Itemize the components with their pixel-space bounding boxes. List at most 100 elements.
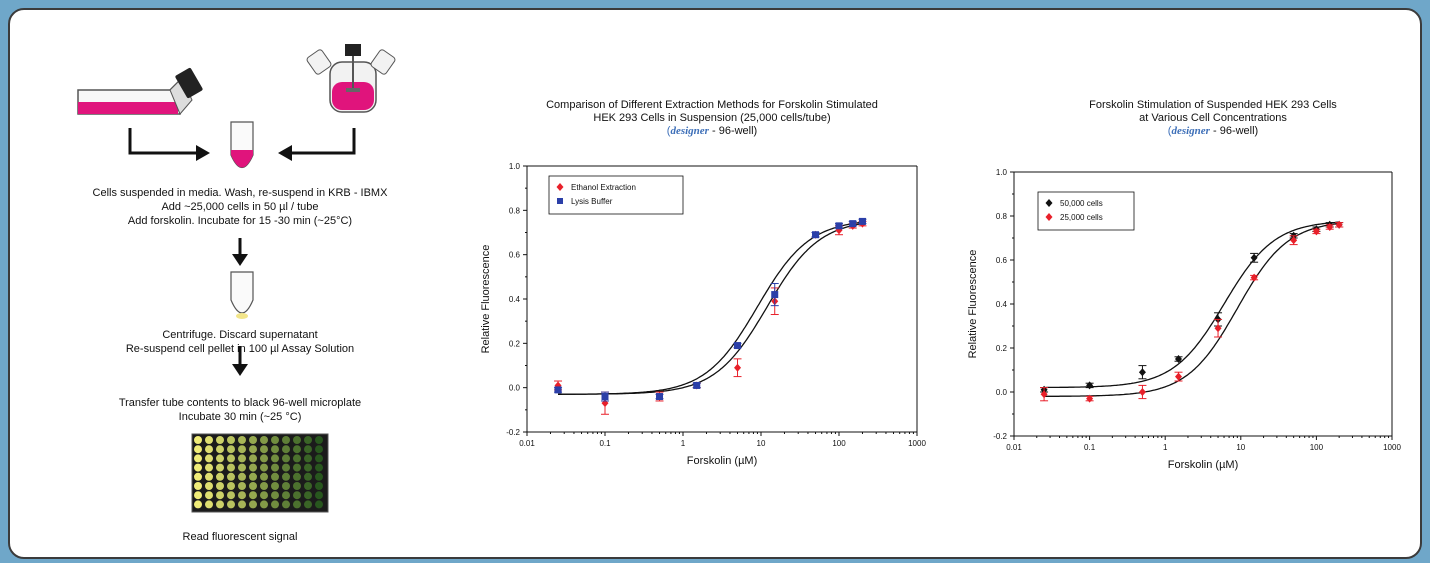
data-point bbox=[1335, 220, 1343, 229]
data-point bbox=[771, 291, 779, 299]
spinner-flask-icon bbox=[306, 44, 396, 113]
microplate-well bbox=[271, 463, 279, 472]
microplate-well bbox=[249, 482, 257, 490]
legend-label: 50,000 cells bbox=[1060, 199, 1103, 208]
protocol-graphics bbox=[77, 44, 396, 513]
microplate-well bbox=[227, 472, 235, 481]
microplate-well bbox=[293, 463, 301, 472]
x-axis-label: Forskolin (µM) bbox=[1168, 459, 1239, 471]
microplate-well bbox=[238, 436, 246, 444]
microplate-well bbox=[282, 454, 290, 463]
microplate-well bbox=[282, 436, 290, 444]
chart-title: Forskolin Stimulation of Suspended HEK 2… bbox=[1089, 99, 1337, 111]
data-point bbox=[1326, 223, 1334, 231]
microplate-well bbox=[315, 436, 323, 444]
microplate-well bbox=[315, 445, 323, 454]
x-tick-label: 1000 bbox=[908, 439, 926, 448]
microplate-well bbox=[216, 491, 224, 500]
y-tick-label: 0.6 bbox=[996, 256, 1008, 265]
microplate-well bbox=[271, 500, 279, 509]
microplate-well bbox=[249, 472, 257, 481]
fit-curve bbox=[1044, 222, 1340, 397]
protocol-line: Transfer tube contents to black 96-well … bbox=[118, 397, 362, 409]
pellet-tube-icon bbox=[230, 271, 254, 319]
y-tick-label: -0.2 bbox=[993, 432, 1007, 441]
microplate-well bbox=[227, 436, 235, 444]
microplate-well bbox=[205, 463, 213, 472]
legend-box bbox=[1037, 191, 1135, 231]
x-tick-label: 100 bbox=[832, 439, 846, 448]
legend: Ethanol Extraction Lysis Buffer bbox=[548, 175, 684, 215]
microplate-well bbox=[315, 472, 323, 481]
microplate-well bbox=[260, 436, 268, 444]
chart-subtitle: (designer - 96-well) bbox=[1168, 125, 1258, 137]
microplate-well bbox=[282, 482, 290, 490]
chart-title: at Various Cell Concentrations bbox=[1139, 112, 1287, 124]
microplate-well bbox=[249, 436, 257, 444]
microplate-well bbox=[271, 436, 279, 444]
x-tick-label: 100 bbox=[1310, 443, 1324, 452]
protocol-line: Add forskolin. Incubate for 15 -30 min (… bbox=[127, 215, 353, 227]
microplate-well bbox=[249, 491, 257, 500]
microplate-well bbox=[304, 472, 312, 481]
legend-label: Ethanol Extraction bbox=[571, 183, 636, 192]
microplate-well bbox=[205, 445, 213, 454]
y-tick-label: -0.2 bbox=[506, 428, 520, 437]
x-tick-label: 0.1 bbox=[1084, 443, 1096, 452]
chart-extraction-methods: Comparison of Different Extraction Metho… bbox=[480, 99, 926, 467]
data-point bbox=[1250, 253, 1258, 262]
y-axis-label: Relative Fluorescence bbox=[480, 245, 492, 354]
data-point bbox=[849, 220, 857, 228]
chart-title: HEK 293 Cells in Suspension (25,000 cell… bbox=[593, 112, 830, 124]
microplate-well bbox=[282, 463, 290, 472]
subtitle-designer: designer bbox=[1171, 125, 1210, 137]
data-point bbox=[812, 231, 820, 239]
protocol-line: Centrifuge. Discard supernatant bbox=[162, 329, 318, 341]
legend-marker bbox=[556, 183, 564, 191]
legend: 50,000 cells 25,000 cells bbox=[1037, 191, 1135, 231]
y-tick-label: 0.0 bbox=[996, 388, 1008, 397]
x-axis-label: Forskolin (µM) bbox=[687, 455, 758, 467]
microplate-well bbox=[194, 454, 202, 463]
fit-curve bbox=[1044, 221, 1340, 389]
x-tick-label: 1 bbox=[681, 439, 686, 448]
fit-curve bbox=[558, 221, 863, 395]
microplate-well bbox=[194, 436, 202, 444]
microplate-well bbox=[271, 482, 279, 490]
microplate-icon bbox=[191, 433, 329, 513]
subtitle-paren: ( bbox=[1168, 125, 1172, 137]
microplate-well bbox=[227, 463, 235, 472]
subtitle-rest: - 96-well) bbox=[709, 125, 757, 137]
tube-icon bbox=[230, 121, 254, 169]
data-point bbox=[1040, 390, 1048, 399]
subtitle-rest: - 96-well) bbox=[1210, 125, 1258, 137]
y-tick-label: 1.0 bbox=[509, 162, 521, 171]
microplate-well bbox=[194, 445, 202, 454]
microplate-well bbox=[293, 436, 301, 444]
microplate-well bbox=[238, 482, 246, 490]
data-point bbox=[1175, 355, 1183, 363]
data-point bbox=[1312, 227, 1320, 236]
microplate-well bbox=[205, 472, 213, 481]
microplate-well bbox=[238, 472, 246, 481]
protocol-step-2: Centrifuge. Discard supernatant Re-suspe… bbox=[40, 328, 440, 356]
y-tick-label: 1.0 bbox=[996, 168, 1008, 177]
y-tick-label: 0.2 bbox=[996, 344, 1008, 353]
microplate-well bbox=[216, 472, 224, 481]
arrow-icon bbox=[128, 128, 356, 155]
microplate-well bbox=[260, 454, 268, 463]
microplate-well bbox=[194, 482, 202, 490]
microplate-well bbox=[238, 454, 246, 463]
microplate-well bbox=[216, 482, 224, 490]
x-tick-label: 10 bbox=[757, 439, 766, 448]
microplate-well bbox=[315, 491, 323, 500]
microplate-well bbox=[205, 491, 213, 500]
microplate-well bbox=[205, 500, 213, 509]
microplate-well bbox=[249, 500, 257, 509]
figure-panel: Cells suspended in media. Wash, re-suspe… bbox=[8, 8, 1422, 559]
chart-cell-concentrations: Forskolin Stimulation of Suspended HEK 2… bbox=[967, 99, 1401, 471]
legend-label: Lysis Buffer bbox=[571, 197, 613, 206]
microplate-well bbox=[216, 436, 224, 444]
protocol-line: Cells suspended in media. Wash, re-suspe… bbox=[92, 187, 388, 199]
microplate-well bbox=[238, 491, 246, 500]
